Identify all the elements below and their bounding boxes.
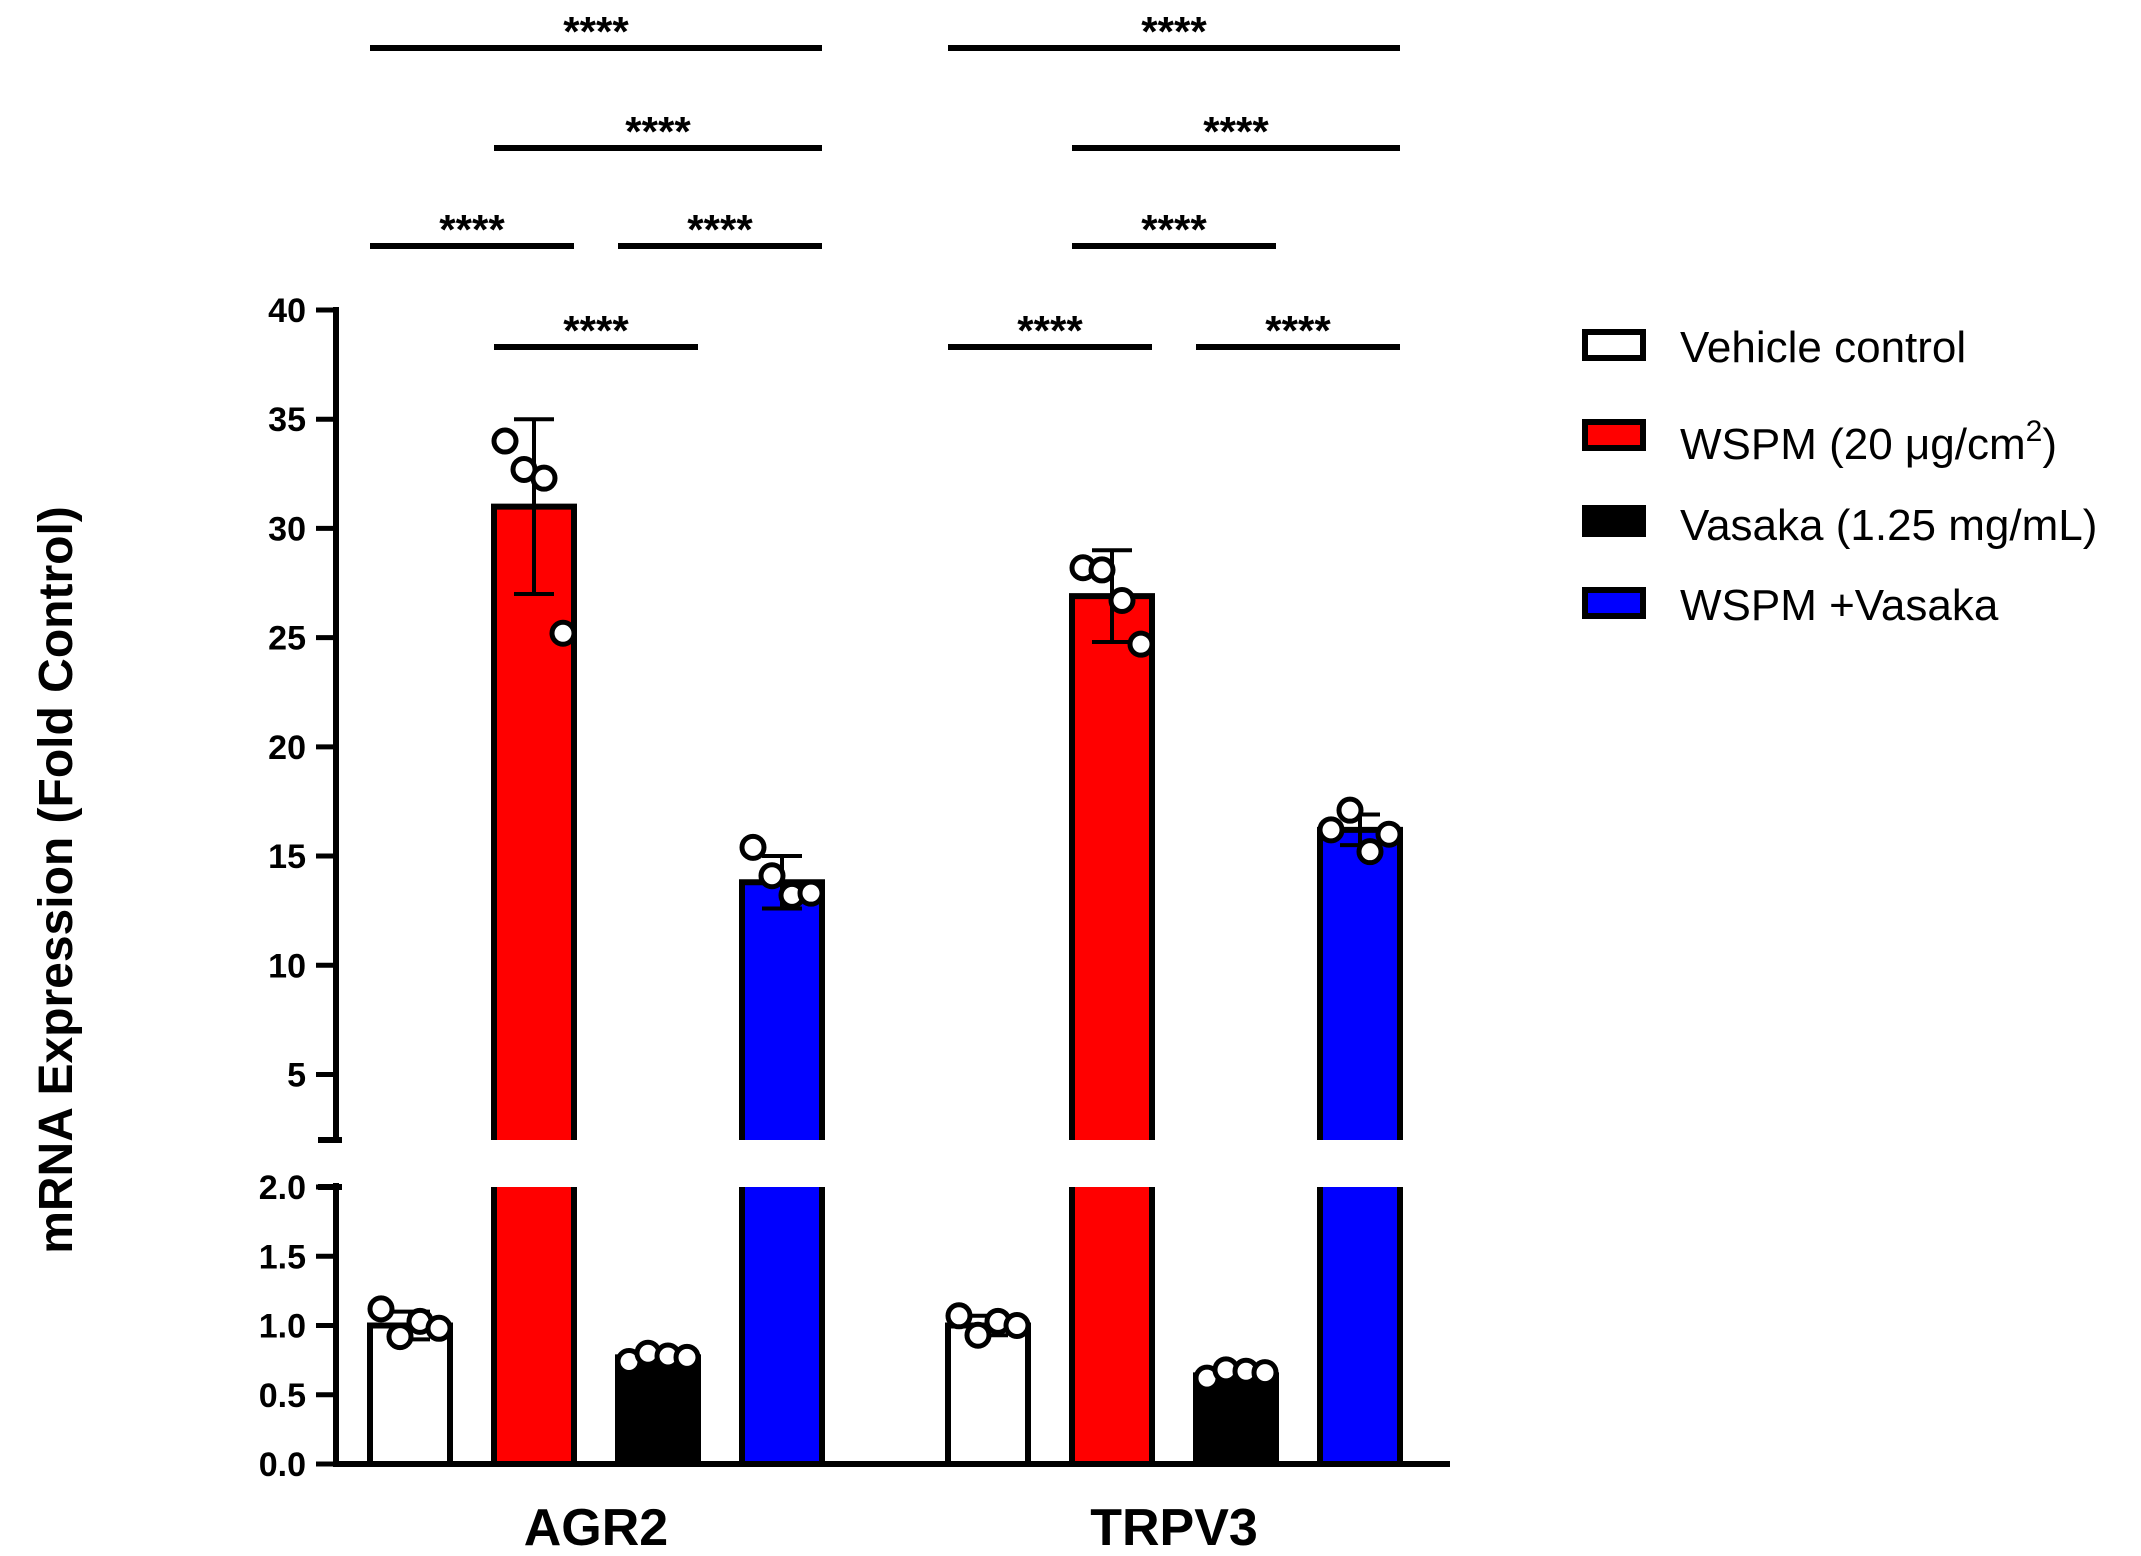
data-point <box>1336 796 1364 824</box>
significance-label: **** <box>563 8 629 55</box>
y-tick-label: 2.0 <box>259 1169 306 1207</box>
legend-label-wspm: WSPM (20 μg/cm2) <box>1680 415 2057 469</box>
y-tick-label: 20 <box>268 729 306 767</box>
legend-swatch-vehicle-control <box>1582 329 1646 361</box>
data-point <box>1375 820 1403 848</box>
y-tick-label: 30 <box>268 510 306 548</box>
significance-label: **** <box>1265 307 1331 354</box>
data-point <box>673 1343 701 1371</box>
y-axis-label: mRNA Expression (Fold Control) <box>30 506 83 1254</box>
legend-label-vehicle-control: Vehicle control <box>1680 323 1966 372</box>
data-point <box>739 833 767 861</box>
data-point <box>1108 587 1136 614</box>
significance-label: **** <box>1203 108 1269 155</box>
legend-swatch-vasaka <box>1582 505 1646 537</box>
data-point <box>945 1302 973 1330</box>
y-tick-label: 0.5 <box>259 1377 306 1415</box>
bar <box>1320 829 1400 1140</box>
data-point <box>530 464 558 492</box>
data-point <box>1317 816 1345 844</box>
legend-label-vasaka: Vasaka (1.25 mg/mL) <box>1680 501 2097 550</box>
y-tick-label: 1.5 <box>259 1238 306 1276</box>
legend: Vehicle control WSPM (20 μg/cm2) Vasaka … <box>1582 323 2097 630</box>
x-category-label: AGR2 <box>524 1499 668 1556</box>
y-tick-label: 1.0 <box>259 1308 306 1346</box>
y-tick-label: 15 <box>268 838 306 876</box>
y-tick-label: 10 <box>268 947 306 985</box>
data-point <box>491 427 519 455</box>
y-tick-label: 5 <box>287 1056 306 1094</box>
y-tick-label: 25 <box>268 620 306 658</box>
x-category-label: TRPV3 <box>1090 1499 1258 1556</box>
legend-label-wspm-vasaka: WSPM +Vasaka <box>1680 581 1999 630</box>
data-point <box>1356 838 1384 866</box>
y-tick-label: 0.0 <box>259 1446 306 1484</box>
y-tick-label: 40 <box>268 292 306 330</box>
legend-swatch-wspm-vasaka <box>1582 587 1646 619</box>
data-point <box>1127 630 1155 658</box>
bar <box>1320 1187 1400 1464</box>
bar <box>615 1354 701 1467</box>
significance-label: **** <box>563 307 629 354</box>
data-point <box>549 619 577 647</box>
data-point <box>1251 1359 1279 1387</box>
y-tick-label: 35 <box>268 401 306 439</box>
data-point <box>964 1321 992 1349</box>
data-point <box>367 1295 395 1323</box>
bar <box>742 882 822 1140</box>
data-point <box>425 1314 453 1342</box>
significance-label: **** <box>1017 307 1083 354</box>
data-point <box>1088 556 1116 584</box>
bar <box>1072 596 1152 1140</box>
data-point <box>758 862 786 890</box>
significance-label: **** <box>1141 206 1207 253</box>
bar <box>945 1322 1031 1467</box>
data-point <box>1003 1312 1031 1339</box>
bar <box>1072 1187 1152 1464</box>
bar <box>367 1322 453 1467</box>
significance-label: **** <box>687 206 753 253</box>
significance-label: **** <box>439 206 505 253</box>
significance-label: **** <box>625 108 691 155</box>
bar <box>742 1187 822 1464</box>
legend-swatch-wspm <box>1582 419 1646 451</box>
bar <box>494 506 574 1140</box>
bar <box>494 1187 574 1464</box>
significance-label: **** <box>1141 8 1207 55</box>
data-point <box>386 1323 414 1351</box>
data-point <box>797 879 825 907</box>
